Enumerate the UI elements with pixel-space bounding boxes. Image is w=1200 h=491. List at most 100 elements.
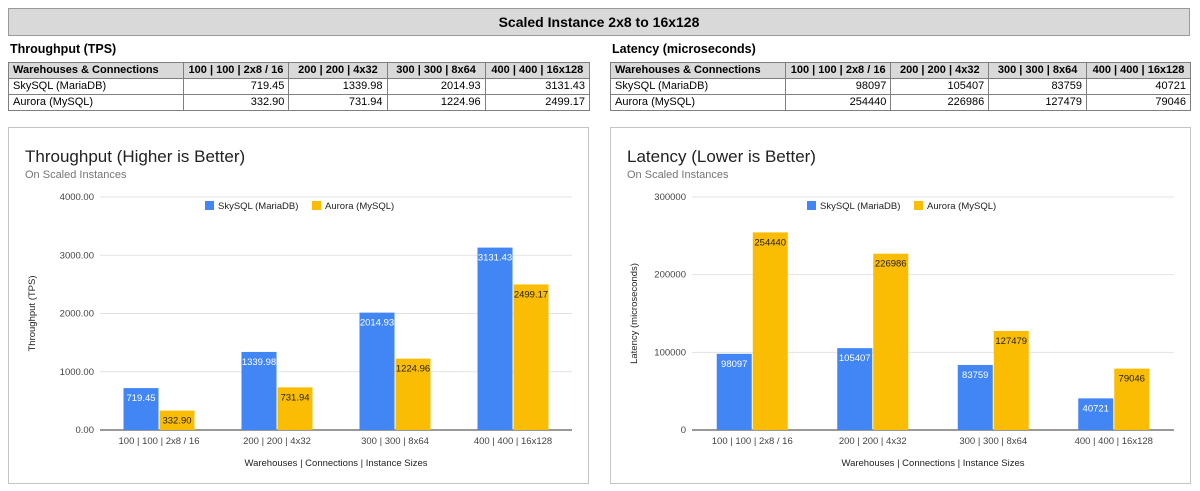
latency-chart: Latency (Lower is Better) On Scaled Insta… <box>610 127 1191 484</box>
data-label: 98097 <box>721 359 747 370</box>
bar <box>159 410 195 430</box>
legend-label: SkySQL (MariaDB) <box>218 201 298 212</box>
bar <box>1078 398 1114 430</box>
throughput-table-cell: 2499.17 <box>484 94 591 111</box>
throughput-table-header-cell: 400 | 400 | 16x128 <box>484 62 591 79</box>
x-axis-label: Warehouses | Connections | Instance Size… <box>244 458 427 469</box>
y-tick-label: 200000 <box>654 270 686 281</box>
bar <box>395 358 431 430</box>
throughput-table-cell: 1339.98 <box>288 78 388 95</box>
bar <box>477 247 513 430</box>
data-label: 731.94 <box>280 392 309 403</box>
bar <box>241 351 277 430</box>
latency-table-title: Latency (microseconds) <box>612 42 756 56</box>
throughput-table-cell: 3131.43 <box>484 78 591 95</box>
y-tick-label: 0 <box>681 425 686 436</box>
throughput-table-header-cell: 200 | 200 | 4x32 <box>288 62 388 79</box>
legend-label: Aurora (MySQL) <box>927 201 996 212</box>
bar <box>359 312 395 430</box>
data-label: 1339.98 <box>242 357 276 368</box>
legend-swatch <box>312 201 321 210</box>
x-tick-label: 400 | 400 | 16x128 <box>1075 436 1153 447</box>
x-tick-label: 100 | 100 | 2x8 / 16 <box>119 436 200 447</box>
throughput-table-header-cell: 300 | 300 | 8x64 <box>386 62 486 79</box>
y-tick-label: 3000.00 <box>60 250 94 261</box>
bar <box>993 330 1029 430</box>
legend-swatch <box>205 201 214 210</box>
data-label: 226986 <box>875 259 907 270</box>
x-axis-label: Warehouses | Connections | Instance Size… <box>841 458 1024 469</box>
latency-table-header-row: Warehouses & Connections 100 | 100 | 2x8 … <box>610 62 1191 79</box>
x-tick-label: 100 | 100 | 2x8 / 16 <box>712 436 793 447</box>
latency-table-header-cell: 300 | 300 | 8x64 <box>988 62 1088 79</box>
throughput-table-row-label: SkySQL (MariaDB) <box>8 78 184 95</box>
throughput-table-row: SkySQL (MariaDB) 719.45 1339.98 2014.93 3131… <box>8 78 591 95</box>
y-axis-label: Throughput (TPS) <box>27 275 38 351</box>
data-label: 79046 <box>1119 374 1145 385</box>
data-label: 1224.96 <box>396 364 430 375</box>
y-tick-label: 1000.00 <box>60 367 94 378</box>
x-tick-label: 200 | 200 | 4x32 <box>243 436 311 447</box>
throughput-table: Warehouses & Connections 100 | 100 | 2x8 … <box>8 62 591 111</box>
latency-table-row: Aurora (MySQL) 254440 226986 127479 79046 <box>610 94 1191 111</box>
throughput-table-cell: 731.94 <box>288 94 388 111</box>
chart-title: Latency (Lower is Better) <box>627 147 816 166</box>
throughput-table-row-label: Aurora (MySQL) <box>8 94 184 111</box>
throughput-table-cell: 1224.96 <box>386 94 486 111</box>
data-label: 332.90 <box>162 416 191 427</box>
throughput-table-header-row: Warehouses & Connections 100 | 100 | 2x8 … <box>8 62 591 79</box>
chart-title: Throughput (Higher is Better) <box>25 147 245 166</box>
bar <box>1114 368 1150 430</box>
latency-table-cell: 127479 <box>988 94 1088 111</box>
throughput-chart-svg: Throughput (Higher is Better) On Scaled I… <box>25 147 572 469</box>
data-label: 127479 <box>995 336 1027 347</box>
data-label: 719.45 <box>126 393 155 404</box>
bar <box>277 387 313 430</box>
data-label: 3131.43 <box>478 253 512 264</box>
legend-swatch <box>807 201 816 210</box>
legend-label: Aurora (MySQL) <box>325 201 394 212</box>
throughput-table-header-cell: 100 | 100 | 2x8 / 16 <box>182 62 290 79</box>
x-tick-label: 200 | 200 | 4x32 <box>839 436 907 447</box>
page-banner: Scaled Instance 2x8 to 16x128 <box>8 8 1190 36</box>
latency-table-row-label: SkySQL (MariaDB) <box>610 78 786 95</box>
latency-table-cell: 98097 <box>784 78 892 95</box>
y-tick-label: 100000 <box>654 347 686 358</box>
x-tick-label: 300 | 300 | 8x64 <box>959 436 1027 447</box>
data-label: 254440 <box>754 237 786 248</box>
latency-table-header-cell: 400 | 400 | 16x128 <box>1086 62 1191 79</box>
latency-table-cell: 226986 <box>890 94 990 111</box>
latency-table-row: SkySQL (MariaDB) 98097 105407 83759 40721 <box>610 78 1191 95</box>
bar <box>752 232 788 430</box>
data-label: 2499.17 <box>514 289 548 300</box>
latency-table-header-cell: 200 | 200 | 4x32 <box>890 62 990 79</box>
y-tick-label: 2000.00 <box>60 309 94 320</box>
chart-subtitle: On Scaled Instances <box>25 169 127 181</box>
bar <box>123 388 159 430</box>
throughput-table-cell: 719.45 <box>182 78 290 95</box>
bar <box>513 284 549 430</box>
throughput-table-cell: 2014.93 <box>386 78 486 95</box>
throughput-table-title: Throughput (TPS) <box>10 42 117 56</box>
y-tick-label: 300000 <box>654 192 686 203</box>
x-tick-label: 300 | 300 | 8x64 <box>361 436 429 447</box>
latency-table-cell: 83759 <box>988 78 1088 95</box>
y-tick-label: 0.00 <box>76 425 95 436</box>
data-label: 105407 <box>839 353 871 364</box>
throughput-table-header-cell: Warehouses & Connections <box>8 62 184 79</box>
y-tick-label: 4000.00 <box>60 192 94 203</box>
y-axis-label: Latency (microseconds) <box>629 263 640 364</box>
throughput-table-cell: 332.90 <box>182 94 290 111</box>
bar <box>837 348 873 430</box>
latency-table-cell: 40721 <box>1086 78 1191 95</box>
latency-table-cell: 254440 <box>784 94 892 111</box>
latency-table-header-cell: Warehouses & Connections <box>610 62 786 79</box>
latency-chart-svg: Latency (Lower is Better) On Scaled Insta… <box>627 147 1174 469</box>
bar <box>957 364 993 430</box>
legend-swatch <box>914 201 923 210</box>
data-label: 83759 <box>962 370 988 381</box>
data-label: 40721 <box>1083 403 1109 414</box>
throughput-chart: Throughput (Higher is Better) On Scaled I… <box>8 127 589 484</box>
legend-label: SkySQL (MariaDB) <box>820 201 900 212</box>
chart-subtitle: On Scaled Instances <box>627 169 729 181</box>
